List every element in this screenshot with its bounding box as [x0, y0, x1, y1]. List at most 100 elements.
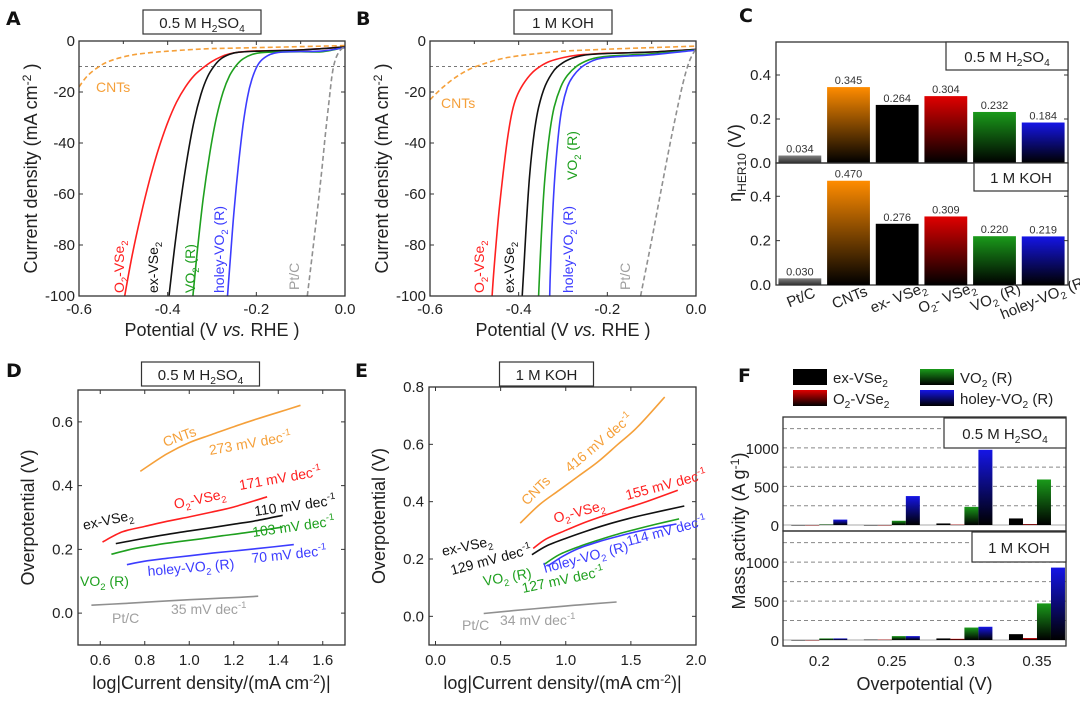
- series-label-group: Pt/C: [462, 617, 489, 633]
- bar-value-label: 0.219: [1029, 224, 1057, 236]
- series-label-group: VO2 (R): [482, 565, 533, 590]
- tafel-slope-label: 70 mV dec-1: [251, 541, 328, 566]
- text-span: -1: [281, 427, 291, 439]
- condition-label: 0.5 M H2SO4: [962, 426, 1048, 446]
- condition-label: 1 M KOH: [532, 15, 594, 32]
- tafel-line-o2-vse2: [532, 489, 679, 550]
- condition-label: 1 M KOH: [988, 540, 1050, 557]
- bar-value-label: 0.304: [932, 84, 960, 96]
- y-axis-label-group: Current density (mA cm-2 ): [371, 64, 392, 274]
- text-span: Potential (V: [475, 320, 573, 340]
- curve-label-group: VO2 (R): [564, 131, 584, 180]
- y-axis-label-group: Mass activity (A g-1): [728, 453, 749, 610]
- curve-label-cnts: CNTs: [96, 79, 130, 95]
- text-span: 2: [564, 515, 572, 527]
- text-span: 2: [185, 502, 192, 514]
- panel-letter: D: [6, 360, 22, 382]
- text-span: (R): [603, 538, 630, 559]
- x-tick-label: 1.2: [223, 652, 244, 669]
- text-span: 2: [487, 541, 494, 553]
- bar-holey-vo2-r-: [833, 519, 848, 525]
- text-span: 2: [1023, 400, 1029, 411]
- text-span: -1: [728, 458, 742, 469]
- x-tick-label: 0.3: [954, 653, 975, 670]
- condition-box: [513, 9, 613, 35]
- bar-o2-vse2: [950, 638, 965, 640]
- curve-label-group: VO2 (R): [182, 244, 202, 293]
- text-span: Pt/C: [462, 617, 489, 633]
- text-span: 0.5 M H: [159, 15, 212, 32]
- bar-vo2-r-: [973, 111, 1016, 163]
- y-tick-label: 500: [754, 479, 779, 496]
- text-span: 2: [210, 376, 216, 387]
- y-tick-label: 0.0: [52, 605, 73, 622]
- x-category-label: Pt/C: [784, 284, 818, 311]
- bar-value-label: 0.470: [835, 169, 863, 181]
- series-line-pt-c: [306, 45, 345, 296]
- y-tick-label: -80: [53, 237, 75, 254]
- text-span: Potential (V: [124, 320, 222, 340]
- x-tick-label: -0.6: [66, 301, 92, 318]
- bar-value-label: 0.220: [981, 224, 1009, 236]
- legend-label: O2-VSe2: [833, 391, 890, 411]
- y-tick-label: 1000: [746, 441, 779, 458]
- text-span: 1 M KOH: [990, 170, 1052, 187]
- bar-vo2-r-: [819, 524, 834, 525]
- text-span: Pt/C: [617, 263, 633, 290]
- panel-letter: C: [739, 5, 753, 27]
- text-span: -1: [238, 600, 246, 611]
- text-span: 2: [100, 582, 105, 593]
- curve-label-holey-vo2-r-: holey-VO2 (R): [560, 206, 580, 293]
- text-span: ex- VSe: [868, 281, 924, 317]
- text-span: VO: [564, 160, 580, 180]
- text-span: 114 mV dec: [625, 514, 700, 549]
- x-axis-label: Overpotential (V): [856, 674, 992, 694]
- x-tick-label: 0.0: [425, 652, 446, 669]
- text-span: SO: [1022, 49, 1044, 66]
- y-tick-label: -100: [45, 288, 75, 305]
- bar-vo2-r-: [891, 636, 906, 640]
- x-axis-label: log|Current density/(mA cm-2)|: [92, 672, 330, 693]
- curve-label-holey-vo2-r-: holey-VO2 (R): [211, 206, 231, 293]
- text-span: 0.5 M H: [158, 367, 211, 384]
- text-span: -VSe: [188, 486, 222, 508]
- text-span: holey-VO: [960, 391, 1023, 408]
- legend-label: ex-VSe2: [833, 370, 888, 390]
- bar-vo2-r-: [819, 638, 834, 640]
- bar-value-label: 0.030: [786, 266, 814, 278]
- x-axis-label: Potential (V vs. RHE ): [475, 320, 650, 340]
- x-category-label-group: Pt/C: [784, 284, 818, 311]
- text-span: 2: [154, 242, 165, 247]
- text-span: -VSe: [111, 245, 127, 276]
- text-span: 2: [569, 229, 580, 234]
- bar-o2-vse2: [1022, 524, 1037, 525]
- text-span: O: [111, 282, 127, 293]
- y-axis-label: Overpotential (V): [369, 448, 389, 584]
- text-span: 2: [1017, 58, 1023, 69]
- text-span: SO: [217, 15, 239, 32]
- curve-label-vo2-r-: VO2 (R): [182, 244, 202, 293]
- bar-vo2-r-: [973, 236, 1016, 285]
- legend-swatch: [793, 369, 827, 385]
- text-span: CNTs: [441, 95, 475, 111]
- curve-label-o2-vse2: O2-VSe2: [111, 240, 131, 293]
- series-line-ex-vse2: [168, 46, 345, 296]
- series-label-group: 34 mV dec-1: [500, 611, 575, 628]
- y-tick-label: 0.0: [750, 155, 771, 172]
- y-tick-label: 0.4: [750, 67, 771, 84]
- bar-value-label: 0.309: [932, 204, 960, 216]
- bar-pt-c: [778, 155, 822, 163]
- text-span: 2: [212, 24, 218, 35]
- text-span: 2: [921, 287, 931, 299]
- y-tick-label: -60: [404, 186, 426, 203]
- text-span: 4: [239, 24, 245, 35]
- y-tick-label: 0: [771, 633, 779, 650]
- text-span: 2: [982, 379, 988, 390]
- y-tick-label: 0.0: [750, 277, 771, 294]
- bar-o2-vse2: [924, 216, 968, 285]
- text-span: 1 M KOH: [516, 367, 578, 384]
- text-span: 2: [220, 494, 227, 506]
- text-span: holey-VO: [147, 558, 207, 579]
- y-tick-label: 0.6: [52, 414, 73, 431]
- text-span: ): [372, 64, 392, 75]
